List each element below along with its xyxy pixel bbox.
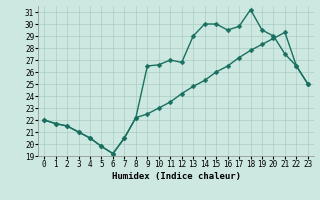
X-axis label: Humidex (Indice chaleur): Humidex (Indice chaleur) — [111, 172, 241, 181]
